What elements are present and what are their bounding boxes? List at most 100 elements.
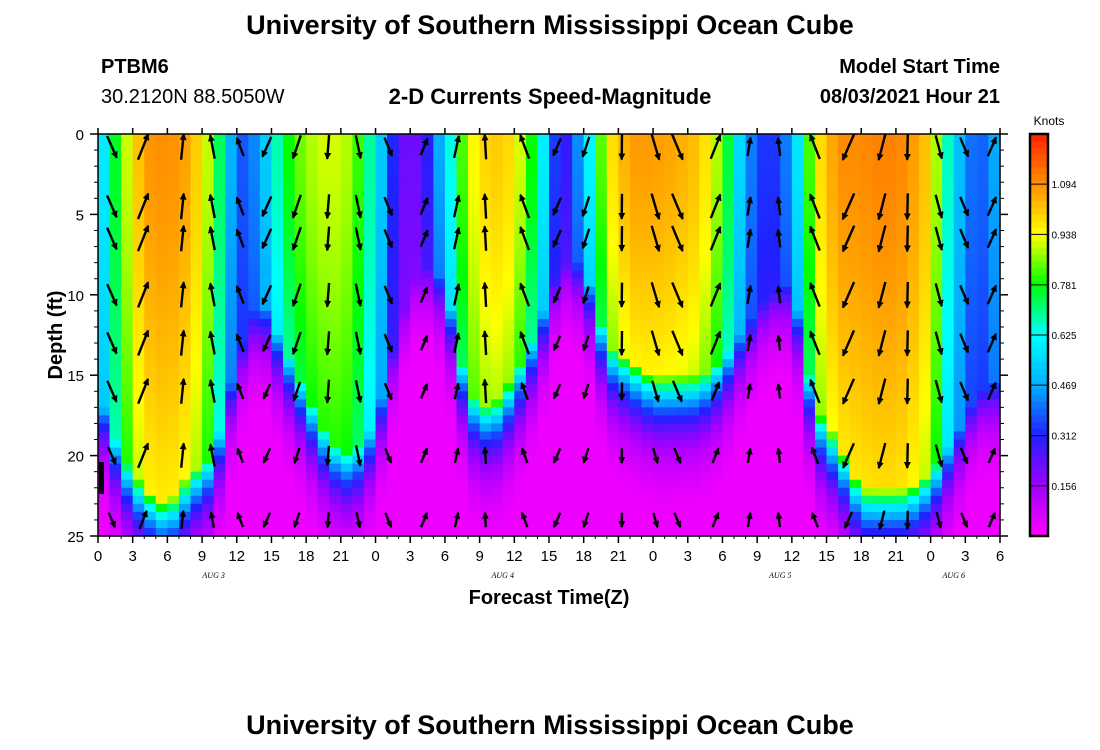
heatmap-cell bbox=[410, 455, 423, 465]
heatmap-cell bbox=[109, 182, 122, 191]
heatmap-cell bbox=[375, 158, 388, 167]
heatmap-cell bbox=[525, 214, 539, 224]
heatmap-cell bbox=[976, 463, 990, 473]
x-tick-label: 9 bbox=[753, 548, 761, 565]
heatmap-cell bbox=[791, 519, 805, 529]
heatmap-cell bbox=[225, 511, 238, 521]
heatmap-cell bbox=[456, 431, 469, 441]
heatmap-cell bbox=[919, 278, 932, 288]
heatmap-cell bbox=[213, 142, 226, 151]
heatmap-cell bbox=[190, 447, 203, 457]
heatmap-cell bbox=[236, 326, 249, 336]
heatmap-cell bbox=[976, 166, 990, 175]
heatmap-cell bbox=[363, 134, 377, 143]
heatmap-cell bbox=[595, 238, 608, 248]
heatmap-cell bbox=[421, 214, 434, 224]
heatmap-cell bbox=[514, 182, 527, 191]
heatmap-cell bbox=[942, 399, 955, 408]
heatmap-cell bbox=[572, 206, 585, 215]
heatmap-cell bbox=[363, 166, 377, 175]
heatmap-cell bbox=[676, 182, 689, 191]
heatmap-cell bbox=[398, 206, 411, 215]
colorbar-step bbox=[1030, 194, 1048, 202]
heatmap-cell bbox=[734, 511, 747, 521]
heatmap-cell bbox=[202, 302, 215, 312]
colorbar-step bbox=[1030, 402, 1048, 410]
heatmap-cell bbox=[132, 286, 145, 296]
heatmap-cell bbox=[98, 439, 111, 449]
heatmap-cell bbox=[525, 166, 539, 175]
heatmap-cell bbox=[930, 431, 943, 441]
heatmap-cell bbox=[491, 423, 504, 433]
heatmap-cell bbox=[768, 294, 781, 304]
heatmap-cell bbox=[479, 423, 492, 433]
heatmap-cell bbox=[468, 214, 481, 224]
heatmap-cell bbox=[953, 254, 966, 264]
heatmap-cell bbox=[884, 375, 897, 384]
heatmap-cell bbox=[398, 495, 411, 505]
heatmap-cell bbox=[803, 415, 816, 425]
current-arrow bbox=[383, 228, 394, 249]
heatmap-cell bbox=[144, 198, 157, 207]
heatmap-cell bbox=[572, 278, 585, 288]
heatmap-cell bbox=[514, 262, 527, 272]
heatmap-cell bbox=[248, 174, 261, 183]
heatmap-cell bbox=[653, 415, 666, 425]
heatmap-cell bbox=[236, 270, 249, 280]
heatmap-cell bbox=[838, 254, 851, 264]
current-arrow bbox=[179, 224, 187, 252]
heatmap-cell bbox=[178, 487, 192, 497]
heatmap-cell bbox=[560, 487, 573, 497]
heatmap-cell bbox=[514, 302, 527, 312]
current-arrow bbox=[673, 447, 682, 465]
heatmap-cell bbox=[895, 399, 909, 408]
heatmap-cell bbox=[468, 391, 481, 400]
heatmap-cell bbox=[317, 134, 330, 143]
heatmap-cell bbox=[722, 455, 735, 465]
heatmap-cell bbox=[525, 431, 539, 441]
heatmap-cell bbox=[919, 142, 932, 151]
heatmap-cell bbox=[410, 318, 423, 328]
heatmap-cell bbox=[907, 326, 920, 336]
heatmap-cell bbox=[930, 479, 943, 489]
heatmap-cell bbox=[271, 391, 284, 400]
heatmap-cell bbox=[340, 246, 354, 256]
heatmap-cell bbox=[930, 463, 943, 473]
heatmap-cell bbox=[583, 423, 596, 433]
heatmap-cell bbox=[144, 238, 157, 248]
heatmap-cell bbox=[849, 351, 862, 360]
heatmap-cell bbox=[352, 527, 365, 537]
heatmap-cell bbox=[121, 431, 134, 441]
heatmap-cell bbox=[213, 471, 226, 481]
heatmap-cell bbox=[236, 222, 249, 232]
heatmap-cell bbox=[329, 495, 342, 505]
heatmap-cell bbox=[895, 206, 909, 215]
heatmap-cell bbox=[433, 527, 446, 537]
heatmap-cell bbox=[340, 302, 354, 312]
heatmap-cell bbox=[514, 391, 527, 400]
heatmap-cell bbox=[849, 375, 862, 384]
colorbar-step bbox=[1030, 495, 1048, 504]
colorbar-step bbox=[1030, 301, 1048, 309]
heatmap-cell bbox=[838, 182, 851, 191]
heatmap-cell bbox=[329, 351, 342, 360]
heatmap-cell bbox=[814, 190, 828, 199]
heatmap-cell bbox=[907, 286, 920, 296]
heatmap-cell bbox=[537, 431, 550, 441]
heatmap-cell bbox=[849, 326, 862, 336]
heatmap-cell bbox=[283, 318, 296, 328]
heatmap-cell bbox=[271, 343, 284, 352]
heatmap-cell bbox=[525, 519, 539, 529]
current-arrow bbox=[236, 511, 245, 528]
heatmap-cell bbox=[699, 326, 712, 336]
heatmap-cell bbox=[699, 206, 712, 215]
heatmap-cell bbox=[502, 503, 515, 513]
heatmap-cell bbox=[976, 318, 990, 328]
heatmap-cell bbox=[826, 391, 839, 400]
heatmap-cell bbox=[676, 335, 689, 344]
heatmap-cell bbox=[363, 238, 377, 248]
current-arrow bbox=[903, 133, 911, 161]
heatmap-cell bbox=[572, 166, 585, 175]
heatmap-cell bbox=[907, 198, 920, 207]
